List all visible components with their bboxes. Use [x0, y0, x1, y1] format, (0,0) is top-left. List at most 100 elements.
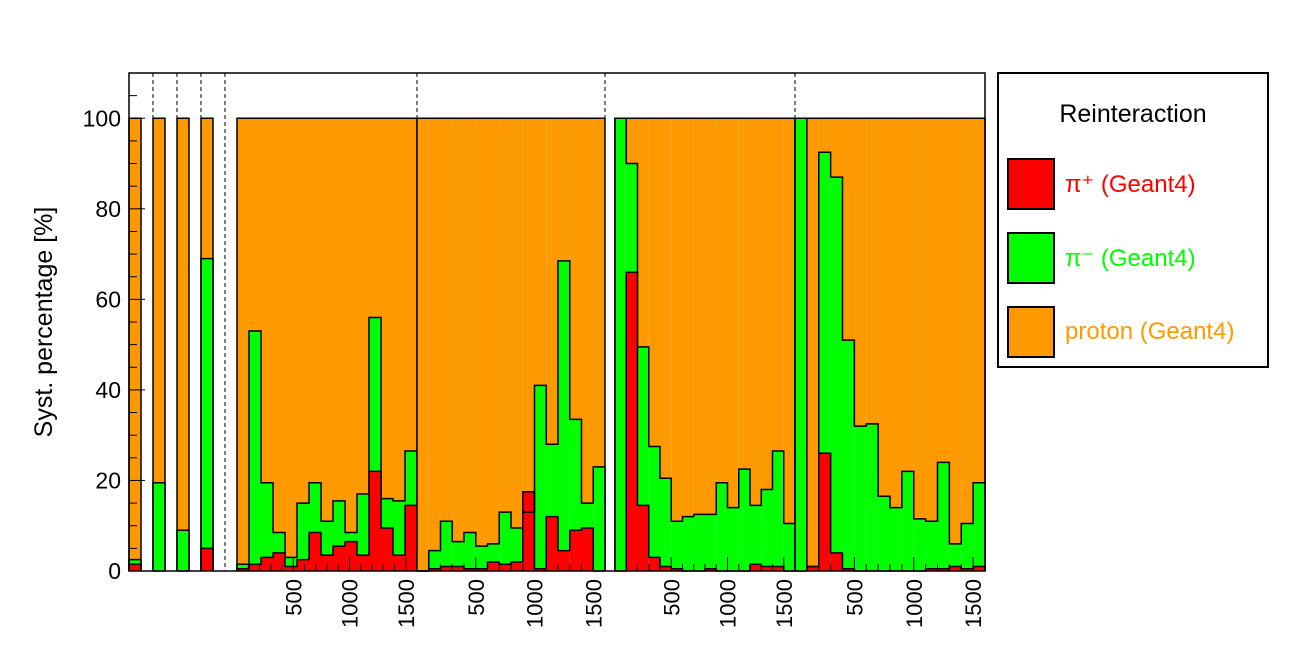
panel-3-bin-10-pi-minus [716, 482, 728, 571]
narrow-bin-1-proton [129, 118, 141, 560]
legend-swatch-proton [1007, 306, 1055, 358]
panel-3-bin-2-pi-minus [626, 163, 638, 273]
panel-3-bin-2-pi-plus [626, 272, 638, 571]
panel-4-bin-3-proton [818, 118, 831, 153]
panel-2-bin-9-pi-minus [511, 527, 523, 562]
panel-3-bin-16-proton [783, 118, 795, 524]
panel-1-pi-plus-outline [236, 470, 418, 571]
panel-3-x-tick-label: 1000 [716, 579, 741, 628]
panel-2-bin-12-pi-minus [546, 444, 558, 517]
narrow-bin-3-proton [177, 118, 189, 531]
panel-2-bin-2-proton [428, 118, 441, 551]
y-axis-label: Syst. percentage [%] [30, 207, 58, 438]
panel-4-bin-15-proton [961, 118, 974, 524]
panel-4-bin-9-proton [890, 118, 902, 508]
panel-3-bin-14-proton [761, 118, 773, 490]
narrow-bin-2-proton [153, 118, 165, 483]
panel-3-x-tick-label: 500 [659, 579, 684, 616]
legend-label-pi-plus: π⁺ (Geant4) [1065, 171, 1196, 198]
panel-3-bin-16-pi-minus [783, 523, 795, 571]
panel-2-bin-9-proton [511, 118, 523, 528]
panel-4-bin-8-proton [878, 118, 890, 497]
panel-1-bin-8-pi-plus [321, 555, 333, 571]
panel-4-x-tick-label: 500 [842, 579, 867, 616]
panel-3-bin-5-pi-minus [660, 478, 672, 567]
panel-3-pi-minus-outline [614, 117, 796, 571]
panel-3-bin-14-pi-minus [761, 489, 773, 567]
panel-3-bin-12-pi-minus [738, 469, 750, 571]
y-tick-label: 20 [95, 467, 121, 493]
panel-2-bin-12-pi-plus [546, 516, 558, 571]
panel-4-bin-15-pi-plus [961, 568, 974, 571]
legend-swatch-pi-plus [1007, 158, 1055, 210]
panel-2-bin-5-pi-minus [464, 532, 476, 569]
y-tick-label: 100 [83, 105, 121, 131]
panel-4-bin-5-pi-minus [842, 340, 855, 569]
panel-1-bin-10-pi-plus [345, 541, 357, 571]
panel-1-bin-2-proton [249, 118, 261, 332]
panel-4-bin-5-proton [842, 118, 855, 341]
panel-2-bin-7-proton [487, 118, 500, 544]
panel-dividers [152, 73, 796, 571]
panel-2-bin-11-pi-minus [534, 385, 547, 569]
panel-1-bin-14-proton [393, 118, 405, 501]
panel-3-bin-5-proton [660, 118, 672, 479]
panel-2-bin-7-pi-plus [487, 561, 500, 571]
panel-1-bin-9-pi-plus [333, 546, 345, 571]
panel-1-bin-2-pi-minus [249, 331, 261, 565]
panel-2-bin-8-pi-minus [499, 512, 511, 565]
panel-3-bin-5-pi-plus [660, 566, 672, 571]
panel-4-bin-16-pi-minus [973, 482, 985, 567]
panel-4-bin-7-pi-minus [866, 423, 879, 571]
panel-4-bin-11-proton [913, 118, 926, 519]
panel-1-bin-1-proton [237, 118, 249, 565]
panel-3-bin-13-pi-plus [750, 564, 762, 571]
panel-2-bin-9-pi-plus [511, 561, 523, 571]
panel-3-bin-13-pi-minus [750, 505, 762, 565]
panel-2-bin-2-pi-plus [428, 568, 441, 571]
panel-4-bin-10-pi-minus [901, 471, 914, 571]
panel-1-bin-8-pi-minus [321, 521, 333, 556]
panel-4-bin-12-pi-plus [925, 568, 938, 571]
panel-3-bin-8-pi-minus [693, 514, 705, 571]
panel-2-bin-15-proton [581, 118, 594, 504]
panel-2-bin-3-proton [440, 118, 453, 522]
panel-4-bin-13-pi-plus [937, 568, 950, 571]
panel-1-bin-4-pi-plus [273, 552, 285, 571]
y-tick-label: 60 [95, 286, 121, 312]
panel-3-bin-8-proton [693, 118, 705, 515]
panel-4-bin-6-proton [854, 118, 867, 427]
panel-1-bin-7-pi-plus [309, 532, 321, 571]
panel-1-bin-8-proton [321, 118, 333, 522]
panel-1-bin-14-pi-plus [393, 555, 405, 571]
panel-2-bin-10-proton [522, 118, 535, 513]
panel-1-bin-5-pi-minus [285, 557, 297, 567]
narrow-bin-2-proton-outline [152, 117, 166, 571]
panel-4-bin-3-pi-minus [818, 152, 831, 454]
panel-1-bin-11-proton [357, 118, 369, 495]
panel-2-bin-1-proton [417, 118, 429, 571]
panel-1-pi-minus-outline [236, 316, 418, 571]
panel-2-bin-15-pi-minus [581, 503, 594, 528]
panel-4-bin-1-pi-minus [795, 118, 807, 571]
narrow-bin-4-proton [201, 118, 213, 259]
panel-1-bin-4-proton [273, 118, 285, 533]
panel-2-x-tick-label: 500 [464, 579, 489, 616]
panel-2-bin-13-pi-plus [558, 550, 570, 571]
panel-1-x-tick-label: 1500 [394, 579, 419, 628]
narrow-bin-4-pi-minus [201, 258, 213, 549]
panel-2-bin-6-proton [475, 118, 488, 547]
panel-2-x-tick-label: 1500 [581, 579, 606, 628]
legend-title: Reinteraction [1059, 100, 1207, 128]
panel-3-bin-11-proton [727, 118, 739, 508]
panel-3-bin-14-pi-plus [761, 566, 773, 571]
narrow-bin-3-pi-minus [177, 530, 189, 571]
panel-4-bin-16-pi-plus [973, 566, 985, 571]
panel-4-bin-16-proton [973, 118, 985, 483]
panel-1-bin-9-proton [333, 118, 345, 501]
y-tick-label: 80 [95, 196, 121, 222]
panel-1-bin-12-proton [369, 118, 381, 318]
panel-1-bin-14-pi-minus [393, 500, 405, 556]
y-axis: 0 20 40 60 80 100 [83, 72, 145, 584]
panel-2-bin-4-pi-minus [452, 541, 464, 567]
